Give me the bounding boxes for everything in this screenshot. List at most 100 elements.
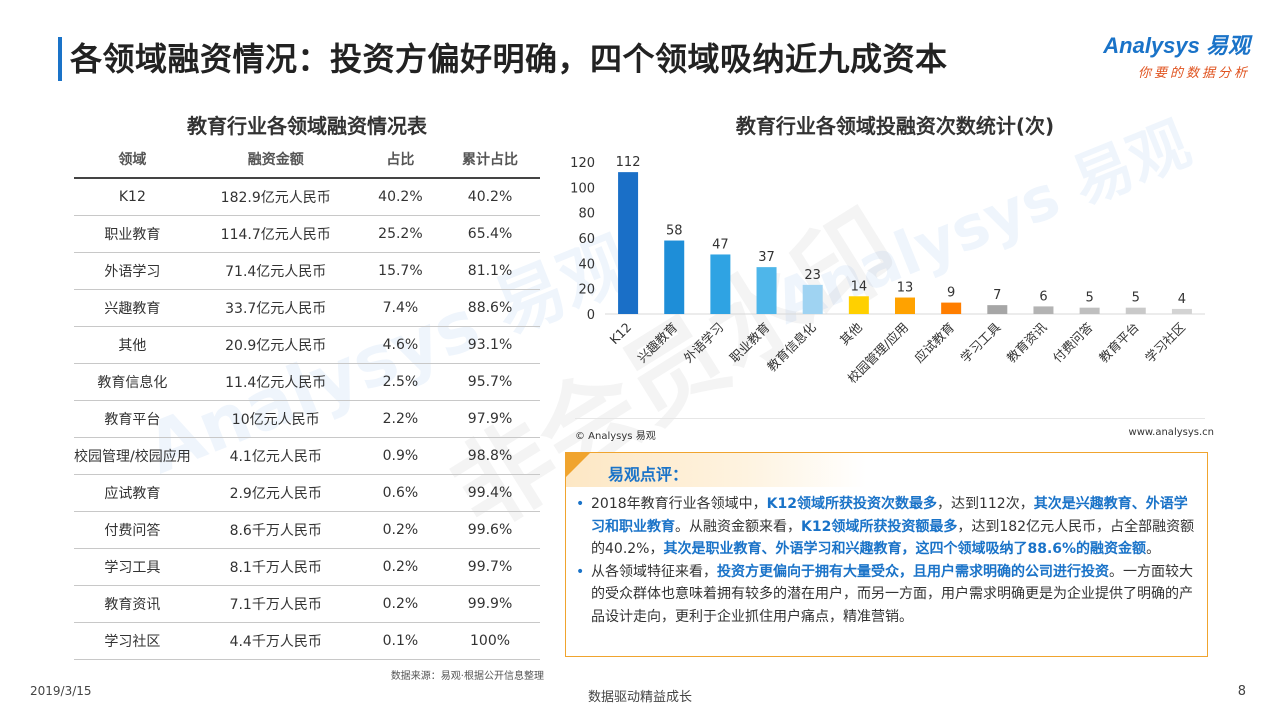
x-tick-label: K12: [607, 320, 635, 348]
cell-domain: 教育信息化: [74, 363, 191, 401]
cell-share: 25.2%: [360, 215, 441, 253]
y-tick-label: 80: [578, 207, 595, 222]
cell-domain: 校园管理/校园应用: [74, 437, 191, 475]
x-tick-label: 教育信息化: [764, 319, 819, 374]
comment-paragraph-1: • 2018年教育行业各领域中，K12领域所获投资次数最多，达到112次，其次是…: [576, 493, 1201, 561]
comment-paragraph-1-text: 2018年教育行业各领域中，K12领域所获投资次数最多，达到112次，其次是兴趣…: [591, 496, 1194, 557]
cell-domain: 职业教育: [74, 215, 191, 253]
footer-slogan: 数据驱动精益成长: [587, 690, 692, 705]
logo-main-text: Analysys 易观: [1103, 33, 1250, 58]
header-cumulative: 累计占比: [440, 141, 540, 179]
bar: [941, 302, 962, 314]
financing-table: 领域 融资金额 占比 累计占比 K12 182.9亿元人民币 40.2% 40.2% 职…: [74, 141, 540, 660]
bar: [756, 267, 777, 314]
x-tick-label: 教育资讯: [1004, 319, 1050, 365]
highlight-text: 其次是兴趣教育、外语学习和职业教育: [591, 496, 1188, 535]
x-tick-label: 其他: [837, 319, 866, 348]
table-row: 校园管理/校园应用 4.1亿元人民币 0.9% 98.8%: [74, 437, 540, 475]
highlight-text: 投资方更偏向于拥有大量受众，且用户需求明确的公司进行投资: [717, 563, 1109, 580]
page-number: 8: [1237, 684, 1246, 699]
chart-title: 教育行业各领域投融资次数统计(次): [735, 114, 1055, 138]
plain-text: ，达到112次，: [936, 496, 1034, 512]
data-label: 58: [666, 224, 683, 239]
cell-amount: 8.1千万人民币: [190, 548, 361, 586]
x-tick-label: 教育平台: [1096, 320, 1142, 366]
cell-domain: K12: [74, 178, 191, 216]
table-row: 兴趣教育 33.7亿元人民币 7.4% 88.6%: [74, 289, 540, 327]
comment-header: [566, 453, 866, 487]
x-tick-label: 职业教育: [727, 320, 773, 366]
page-title: 各领域融资情况：投资方偏好明确，四个领域吸纳近九成资本: [70, 40, 948, 78]
data-label: 23: [804, 268, 821, 283]
logo-slogan: 你要的数据分析: [1137, 66, 1250, 81]
y-tick-label: 0: [587, 308, 595, 323]
highlight-text: 其次是职业教育、外语学习和兴趣教育，这四个领域吸纳了88.6%的融资金额: [663, 541, 1147, 557]
table-row: 应试教育 2.9亿元人民币 0.6% 99.4%: [74, 474, 540, 512]
cell-share: 15.7%: [360, 252, 441, 290]
plain-text: 2018年教育行业各领域中，: [591, 496, 767, 512]
y-tick-label: 20: [578, 283, 595, 298]
cell-amount: 33.7亿元人民币: [190, 289, 361, 327]
cell-cumulative: 100%: [440, 622, 540, 660]
cell-share: 0.2%: [360, 548, 441, 586]
cell-cumulative: 65.4%: [440, 215, 540, 253]
analysys-logo: Analysys 易观 你要的数据分析: [1103, 28, 1250, 81]
table-row: 教育平台 10亿元人民币 2.2% 97.9%: [74, 400, 540, 438]
cell-amount: 71.4亿元人民币: [190, 252, 361, 290]
data-label: 14: [851, 279, 868, 294]
cell-cumulative: 99.4%: [440, 474, 540, 512]
cell-domain: 付费问答: [74, 511, 191, 549]
bar: [1033, 306, 1054, 314]
header-domain: 领域: [74, 141, 191, 179]
cell-share: 0.6%: [360, 474, 441, 512]
y-tick-label: 120: [570, 156, 595, 171]
bar: [1079, 307, 1100, 314]
table-row: 外语学习 71.4亿元人民币 15.7% 81.1%: [74, 252, 540, 290]
table-row: 付费问答 8.6千万人民币 0.2% 99.6%: [74, 511, 540, 549]
cell-amount: 11.4亿元人民币: [190, 363, 361, 401]
table-body: K12 182.9亿元人民币 40.2% 40.2% 职业教育 114.7亿元人民币 25.…: [74, 178, 540, 660]
table-header-row: 领域 融资金额 占比 累计占比: [74, 141, 540, 179]
cell-amount: 182.9亿元人民币: [190, 178, 361, 216]
data-label: 4: [1178, 292, 1186, 307]
cell-cumulative: 99.9%: [440, 585, 540, 623]
chart-website: www.analysys.cn: [1128, 427, 1214, 438]
data-label: 13: [897, 281, 914, 296]
cell-amount: 4.1亿元人民币: [190, 437, 361, 475]
x-tick-label: 学习工具: [957, 319, 1003, 365]
x-tick-label: 兴趣教育: [634, 320, 680, 366]
chart-copyright: © Analysys 易观: [575, 431, 656, 442]
bar: [710, 254, 731, 314]
cell-share: 0.2%: [360, 585, 441, 623]
data-label: 112: [616, 155, 641, 170]
cell-amount: 20.9亿元人民币: [190, 326, 361, 364]
plain-text: 。: [1146, 541, 1161, 557]
bar: [895, 297, 915, 314]
bar: [618, 172, 639, 314]
cell-cumulative: 99.7%: [440, 548, 540, 586]
title-accent-bar: [58, 37, 62, 81]
cell-cumulative: 99.6%: [440, 511, 540, 549]
bar: [1171, 308, 1192, 314]
cell-share: 0.9%: [360, 437, 441, 475]
cell-cumulative: 97.9%: [440, 400, 540, 438]
comment-title: 易观点评：: [608, 465, 689, 484]
highlight-text: K12领域所获投资额最多: [801, 518, 958, 535]
cell-cumulative: 40.2%: [440, 178, 540, 216]
analyst-comment-box: 易观点评： • 2018年教育行业各领域中，K12领域所获投资次数最多，达到11…: [565, 452, 1208, 657]
plain-text: ，达到182亿元人民币，占全部融资额的40.2%，: [591, 518, 1195, 558]
chart-divider: [575, 418, 1205, 419]
data-label: 37: [758, 250, 775, 265]
cell-domain: 兴趣教育: [74, 289, 191, 327]
bullet-icon: •: [576, 563, 585, 580]
bar: [664, 240, 685, 314]
x-tick-label: 学习社区: [1142, 320, 1188, 366]
x-tick-label: 付费问答: [1050, 319, 1096, 365]
bar: [987, 305, 1008, 314]
header-amount: 融资金额: [190, 141, 361, 179]
cell-amount: 2.9亿元人民币: [190, 474, 361, 512]
cell-share: 7.4%: [360, 289, 441, 327]
bar: [1125, 307, 1146, 314]
cell-domain: 其他: [74, 326, 191, 364]
cell-share: 4.6%: [360, 326, 441, 364]
